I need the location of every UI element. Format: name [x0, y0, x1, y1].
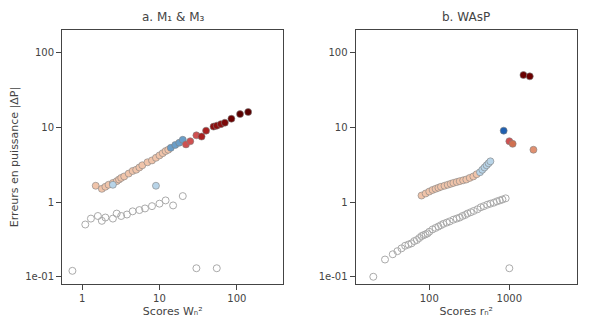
svg-text:100: 100 — [420, 293, 439, 304]
svg-text:Erreurs en puissance |ΔP|: Erreurs en puissance |ΔP| — [8, 87, 21, 227]
svg-text:10: 10 — [335, 122, 348, 133]
svg-text:1: 1 — [48, 197, 54, 208]
svg-text:1000: 1000 — [497, 293, 522, 304]
svg-text:a. M₁ & M₃: a. M₁ & M₃ — [142, 10, 204, 24]
svg-text:100: 100 — [328, 47, 347, 58]
svg-text:100: 100 — [35, 47, 54, 58]
svg-text:10: 10 — [153, 293, 166, 304]
svg-text:10: 10 — [41, 122, 54, 133]
svg-text:100: 100 — [227, 293, 246, 304]
svg-text:1e-01: 1e-01 — [25, 271, 54, 282]
svg-text:1: 1 — [79, 293, 85, 304]
svg-text:Scores Wₙ²: Scores Wₙ² — [143, 305, 203, 318]
svg-text:Scores rₙ²: Scores rₙ² — [440, 305, 493, 318]
svg-text:1e-01: 1e-01 — [319, 271, 348, 282]
svg-text:1: 1 — [341, 197, 347, 208]
svg-text:b. WAsP: b. WAsP — [442, 10, 490, 24]
